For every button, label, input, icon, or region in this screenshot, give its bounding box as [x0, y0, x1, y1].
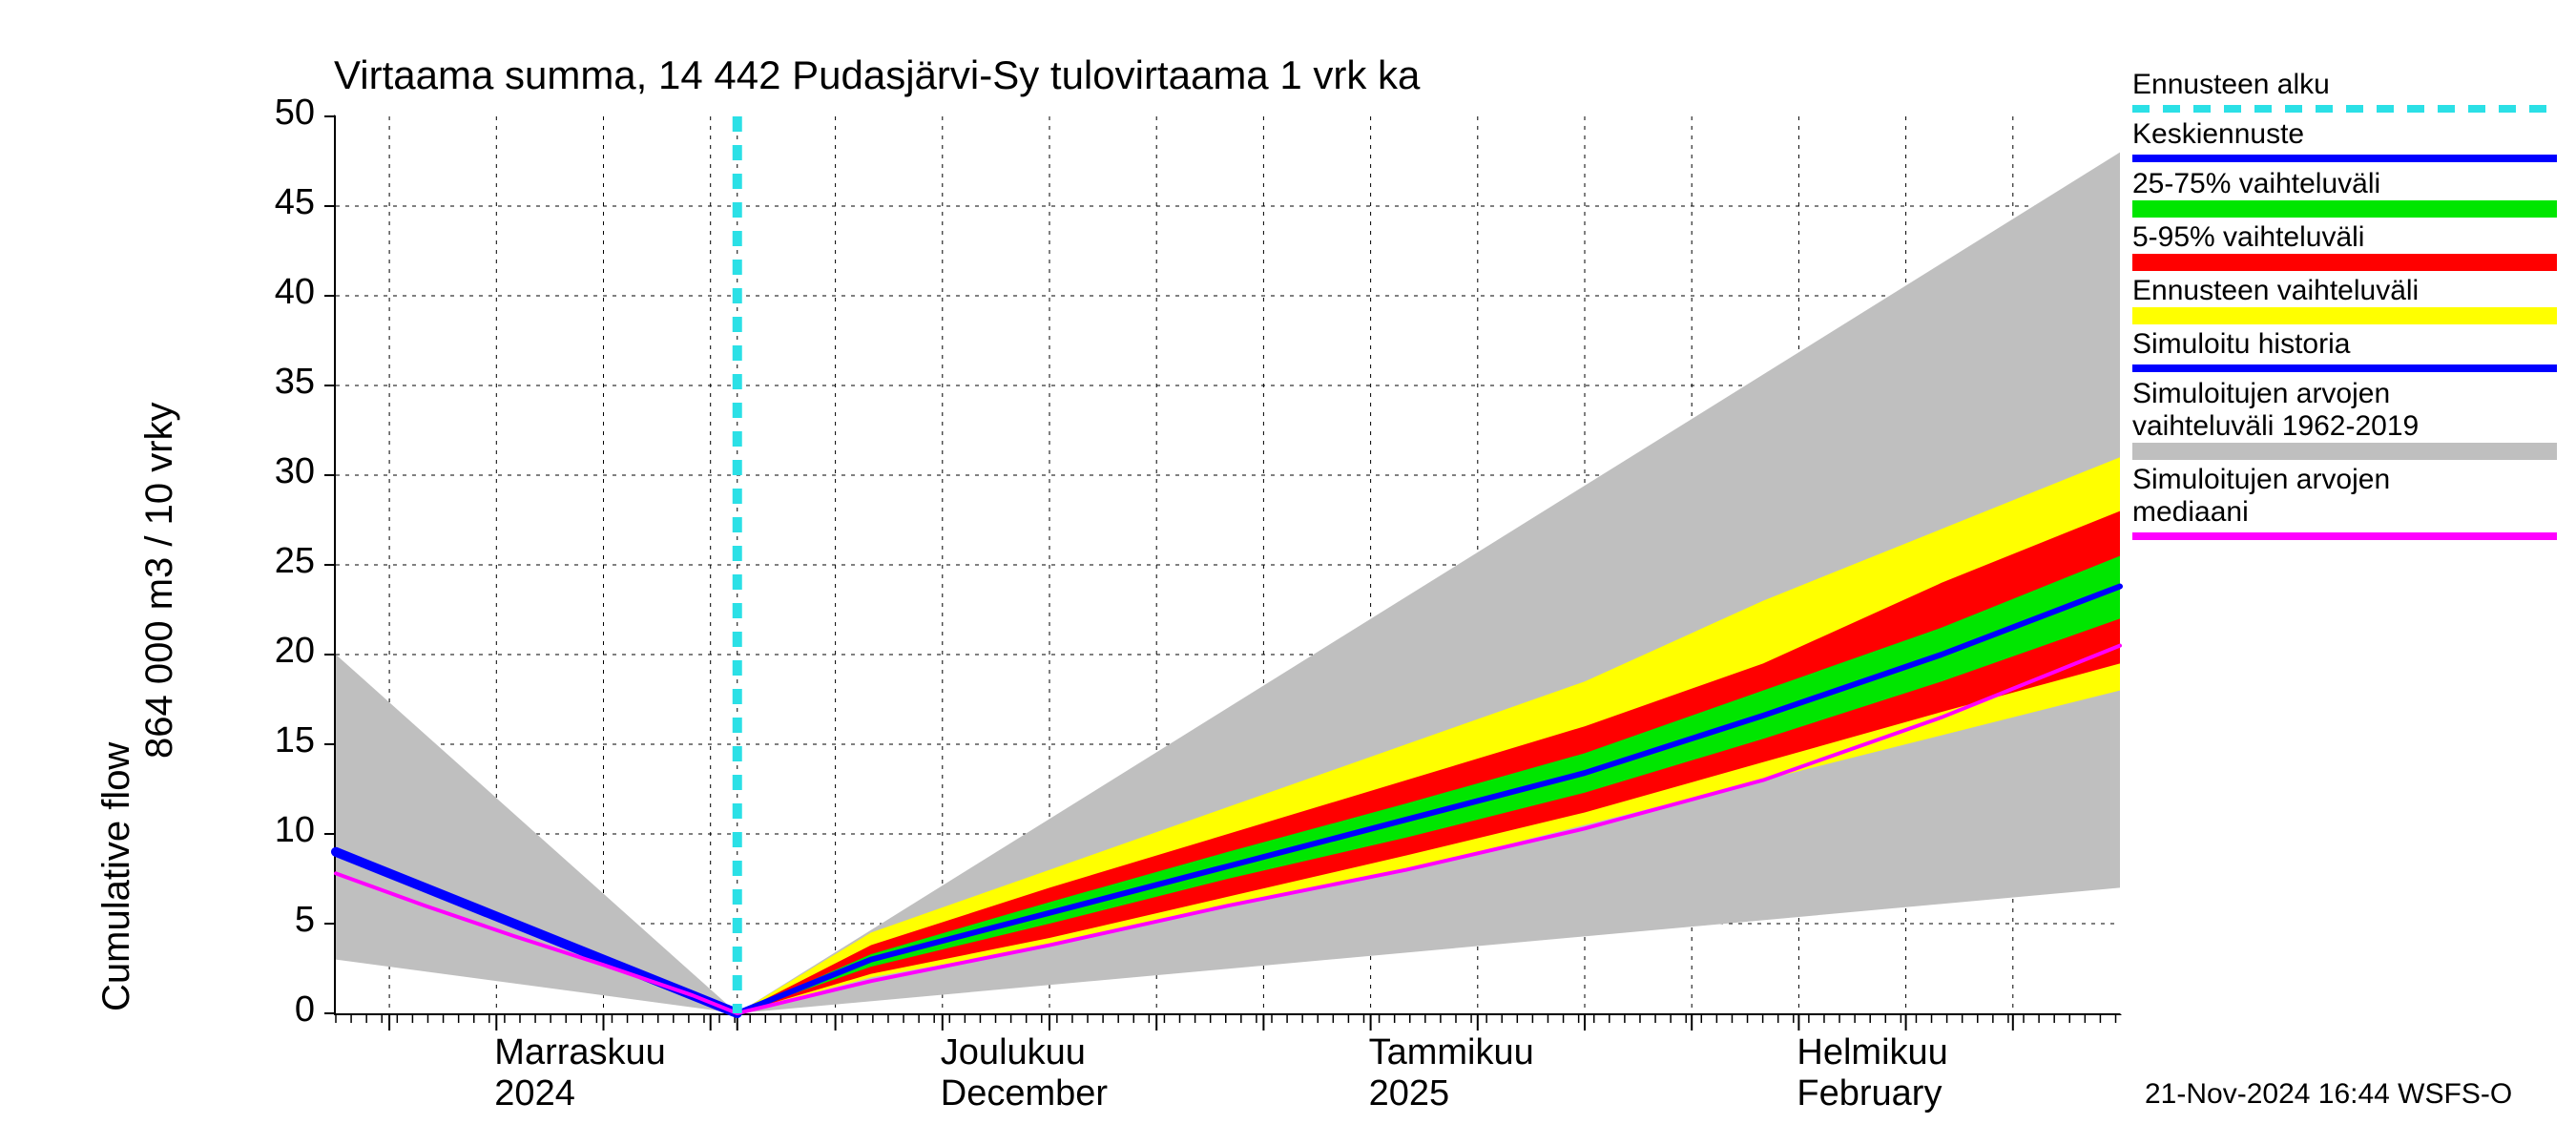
- x-tick-label: HelmikuuFebruary: [1797, 1032, 1947, 1114]
- legend-item: 5-95% vaihteluväli: [2132, 221, 2557, 271]
- legend-item: 25-75% vaihteluväli: [2132, 168, 2557, 218]
- legend-item: Simuloitujen arvojen mediaani: [2132, 464, 2557, 540]
- y-tick-label: 0: [219, 989, 315, 1030]
- plot-svg: [336, 116, 2120, 1013]
- y-tick-label: 30: [219, 451, 315, 492]
- legend-dash: [2132, 105, 2557, 113]
- legend-item: Keskiennuste: [2132, 118, 2557, 162]
- y-tick-label: 40: [219, 272, 315, 313]
- y-tick-label: 50: [219, 93, 315, 134]
- chart-page: Virtaama summa, 14 442 Pudasjärvi-Sy tul…: [0, 0, 2576, 1145]
- legend-line: [2132, 364, 2557, 372]
- legend-swatch: [2132, 254, 2557, 271]
- legend-item: Simuloitujen arvojen vaihteluväli 1962-2…: [2132, 378, 2557, 460]
- y-tick-label: 20: [219, 631, 315, 672]
- legend-label: Simuloitujen arvojen vaihteluväli 1962-2…: [2132, 378, 2557, 443]
- x-tick-label: JoulukuuDecember: [941, 1032, 1108, 1114]
- x-tick-label: Marraskuu2024: [494, 1032, 666, 1114]
- footer-timestamp: 21-Nov-2024 16:44 WSFS-O: [2145, 1078, 2512, 1111]
- legend-label: Simuloitu historia: [2132, 328, 2557, 361]
- legend-swatch: [2132, 443, 2557, 460]
- legend-label: 25-75% vaihteluväli: [2132, 168, 2557, 200]
- legend-line: [2132, 155, 2557, 162]
- y-axis-label-2: 864 000 m3 / 10 vrky: [138, 402, 181, 759]
- legend-label: Simuloitujen arvojen mediaani: [2132, 464, 2557, 529]
- legend-label: Ennusteen vaihteluväli: [2132, 275, 2557, 307]
- y-tick-label: 15: [219, 720, 315, 761]
- x-tick-label: Tammikuu2025: [1369, 1032, 1534, 1114]
- y-tick-label: 10: [219, 810, 315, 851]
- y-tick-label: 45: [219, 182, 315, 223]
- legend-item: Ennusteen vaihteluväli: [2132, 275, 2557, 324]
- legend-swatch: [2132, 307, 2557, 324]
- plot-area: [334, 114, 2122, 1015]
- chart-title: Virtaama summa, 14 442 Pudasjärvi-Sy tul…: [334, 52, 1420, 98]
- legend-label: Keskiennuste: [2132, 118, 2557, 151]
- legend-item: Ennusteen alku: [2132, 69, 2557, 113]
- legend-line: [2132, 532, 2557, 540]
- y-tick-label: 25: [219, 541, 315, 582]
- legend-swatch: [2132, 200, 2557, 218]
- legend-item: Simuloitu historia: [2132, 328, 2557, 372]
- y-tick-label: 5: [219, 900, 315, 941]
- y-axis-label-1: Cumulative flow: [95, 742, 138, 1011]
- legend-label: 5-95% vaihteluväli: [2132, 221, 2557, 254]
- y-tick-label: 35: [219, 362, 315, 403]
- legend-label: Ennusteen alku: [2132, 69, 2557, 101]
- legend: Ennusteen alku Keskiennuste 25-75% vaihtel…: [2132, 69, 2557, 546]
